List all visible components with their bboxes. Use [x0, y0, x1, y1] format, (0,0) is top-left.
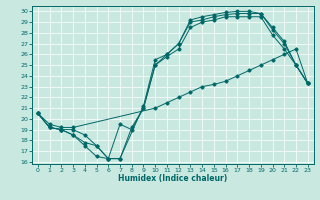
- X-axis label: Humidex (Indice chaleur): Humidex (Indice chaleur): [118, 174, 228, 183]
